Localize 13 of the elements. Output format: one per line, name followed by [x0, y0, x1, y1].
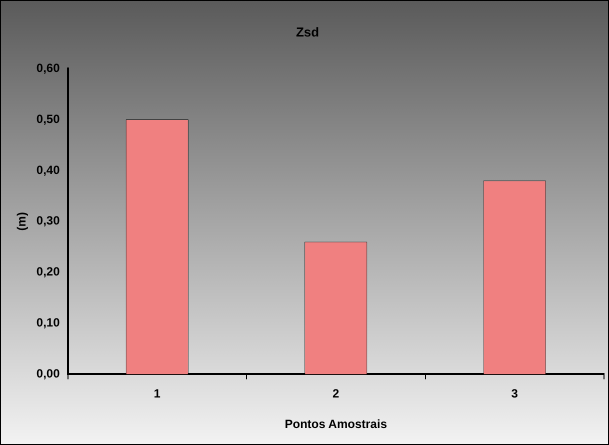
chart-title: Zsd [296, 24, 320, 40]
x-tick-label: 1 [154, 386, 161, 401]
y-tick-label: 0,10 [36, 316, 60, 330]
y-tick-label: 0,20 [36, 264, 60, 279]
y-tick-label: 0,00 [36, 366, 60, 381]
x-tick-label: 2 [332, 386, 340, 401]
y-tick-label: 0,50 [36, 112, 60, 126]
y-tick-label: 0,30 [36, 214, 60, 228]
y-tick-label: 0,60 [36, 60, 60, 75]
y-tick-label: 0,40 [36, 162, 60, 177]
x-tick-label: 3 [511, 386, 518, 401]
x-axis-title: Pontos Amostrais [284, 417, 388, 432]
y-axis-title: (m) [14, 212, 29, 231]
